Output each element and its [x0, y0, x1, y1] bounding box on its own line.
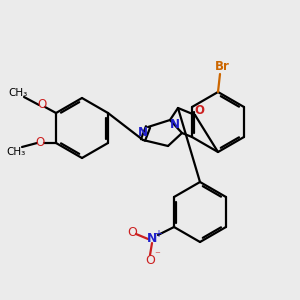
- Text: N: N: [147, 232, 157, 245]
- Text: O: O: [38, 98, 46, 112]
- Text: N: N: [170, 118, 180, 130]
- Text: +: +: [154, 229, 162, 239]
- Text: CH₃: CH₃: [8, 88, 28, 98]
- Text: Br: Br: [214, 61, 230, 74]
- Text: N: N: [138, 125, 148, 139]
- Text: ⁻: ⁻: [154, 250, 160, 260]
- Text: O: O: [145, 254, 155, 268]
- Text: O: O: [194, 103, 204, 116]
- Text: O: O: [35, 136, 45, 149]
- Text: CH₃: CH₃: [6, 147, 26, 157]
- Text: O: O: [127, 226, 137, 238]
